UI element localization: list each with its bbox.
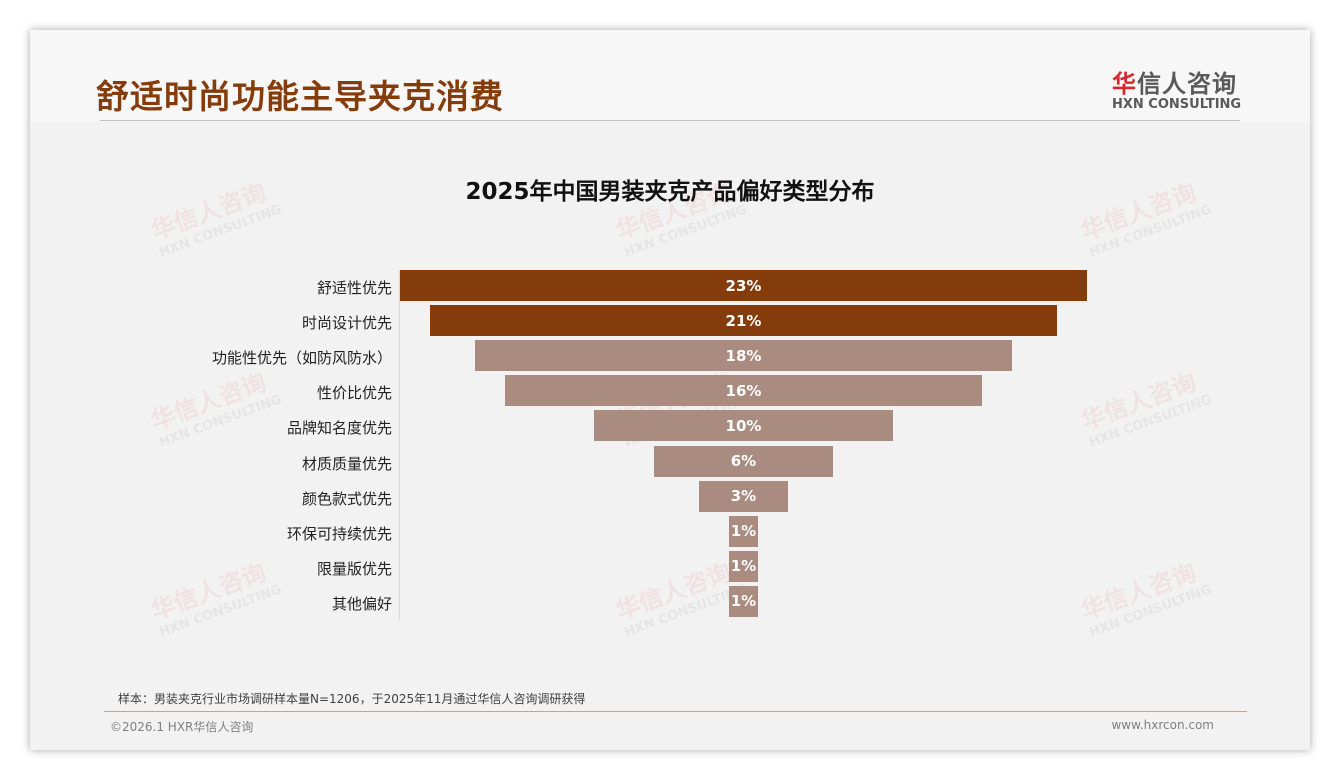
funnel-bar: 18% [474,340,1013,372]
data-label: 6% [730,452,757,470]
header-divider [100,120,1240,121]
watermark-en: HXN CONSULTING [157,202,284,261]
category-label: 颜色款式优先 [301,489,392,508]
funnel-bar: 16% [504,375,983,407]
funnel-bar: 1% [728,585,759,617]
category-label: 性价比优先 [316,384,392,403]
data-label: 1% [730,592,757,611]
category-label: 品牌知名度优先 [286,419,392,438]
category-label: 限量版优先 [316,559,392,578]
category-label: 环保可持续优先 [286,524,392,543]
logo: 华信人咨询 HXN CONSULTING [1112,64,1241,112]
data-label: 10% [725,416,762,435]
data-label: 21% [725,311,762,330]
data-label: 18% [725,346,762,365]
watermark-en: HXN CONSULTING [1087,202,1214,261]
watermark-en: HXN CONSULTING [157,582,284,641]
watermark-cn: 华信人咨询 [1077,558,1200,626]
watermark-en: HXN CONSULTING [1087,392,1214,451]
logo-cn-rest: 信人咨询 [1137,70,1237,98]
watermark-cn: 华信人咨询 [1077,368,1200,436]
website-url: www.hxrcon.com [1111,718,1214,732]
funnel-bar: 3% [698,480,789,512]
footer-divider [104,711,1247,712]
funnel-bar: 6% [653,445,834,477]
category-label: 其他偏好 [331,594,392,613]
funnel-bar: 10% [594,410,893,442]
sample-note: 样本：男装夹克行业市场调研样本量N=1206，于2025年11月通过华信人咨询调… [118,692,586,706]
category-label: 功能性优先（如防风防水） [211,349,392,368]
watermark-en: HXN CONSULTING [157,392,284,451]
funnel-bar: 1% [728,550,759,582]
funnel-bar: 1% [728,515,759,547]
watermark-en: HXN CONSULTING [622,202,749,261]
category-label: 时尚设计优先 [301,314,392,333]
category-axis [399,270,400,620]
slide: 舒适时尚功能主导夹克消费 华信人咨询 HXN CONSULTING 华信人咨询 H… [30,30,1310,750]
category-label: 舒适性优先 [316,279,392,297]
data-label: 1% [730,522,757,541]
logo-cn-first: 华 [1112,70,1137,98]
funnel-bar: 21% [429,305,1058,337]
data-label: 3% [730,487,757,506]
chart-title: 2025年中国男装夹克产品偏好类型分布 [465,179,875,205]
category-label: 材质质量优先 [301,454,392,473]
watermark-cn: 华信人咨询 [147,558,270,626]
watermark-cn: 华信人咨询 [147,368,270,436]
funnel-bar: 23% [399,270,1087,301]
data-label: 1% [730,557,757,576]
page-title: 舒适时尚功能主导夹克消费 [96,77,504,116]
header [30,30,1310,122]
watermark-cn: 华信人咨询 [612,558,735,626]
data-label: 16% [725,381,762,400]
copyright: ©2026.1 HXR华信人咨询 [110,720,254,734]
data-label: 23% [725,276,762,295]
logo-en: HXN CONSULTING [1112,97,1242,112]
watermark-en: HXN CONSULTING [1087,582,1214,641]
